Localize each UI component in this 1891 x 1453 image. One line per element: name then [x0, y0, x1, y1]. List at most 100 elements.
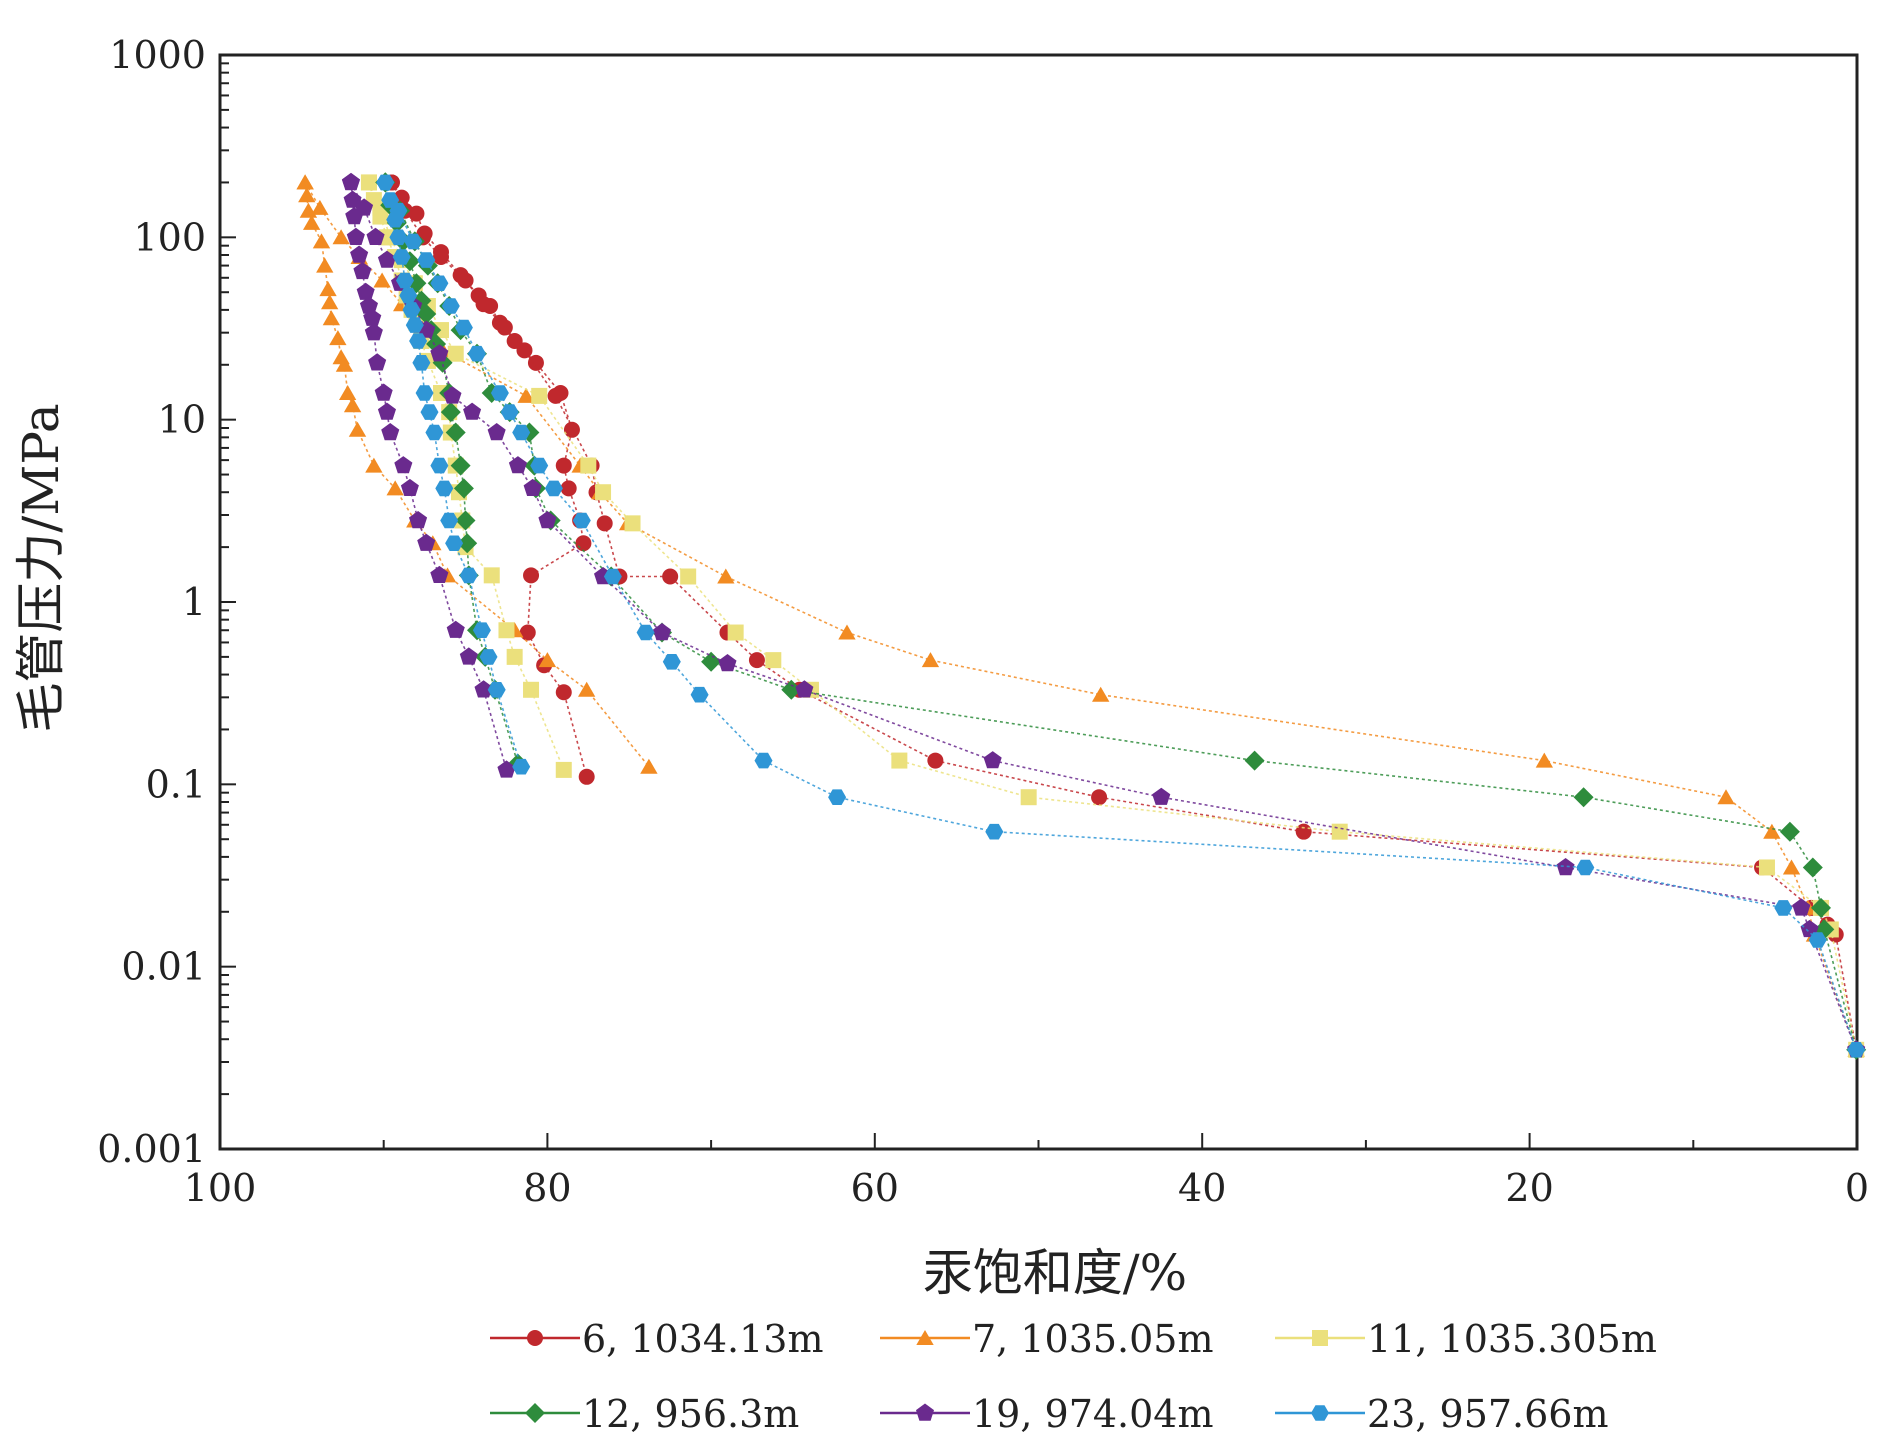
series-3-point — [595, 484, 612, 501]
series-6-point — [402, 302, 421, 318]
series-5-point — [983, 751, 1002, 769]
legend-item: 23, 957.66m — [1275, 1392, 1609, 1436]
series-6-point — [412, 355, 431, 371]
series-6-extrusion-line — [384, 182, 1857, 1051]
series-5-point — [497, 760, 516, 778]
series-3-point — [555, 761, 572, 778]
series-6-point — [376, 174, 395, 191]
series-1-point — [563, 421, 580, 438]
series-2-point — [321, 294, 339, 310]
legend-label: 12, 956.3m — [582, 1392, 799, 1436]
series-3-point — [680, 568, 697, 585]
x-tick-label: 80 — [523, 1166, 571, 1210]
series-5-point — [508, 456, 527, 474]
legend: 6, 1034.13m 7, 1035.05m 11, 1035.305m 12, 9… — [490, 1317, 1657, 1436]
series-5-point — [795, 680, 814, 698]
legend-label: 6, 1034.13m — [582, 1317, 824, 1361]
series-5-point — [366, 227, 385, 245]
legend-label: 23, 957.66m — [1367, 1392, 1609, 1436]
legend-swatch-marker — [916, 1330, 934, 1345]
series-6-point — [512, 424, 531, 441]
series-1-point — [555, 684, 572, 701]
series-5-point — [538, 511, 557, 529]
series-2-point — [343, 397, 362, 413]
series-5-point — [417, 533, 436, 551]
series-6-point — [389, 202, 408, 219]
series-5-point — [1152, 787, 1171, 805]
series-2-point — [296, 174, 314, 190]
legend-item: 19, 974.04m — [880, 1392, 1214, 1436]
series-3-point — [360, 174, 377, 191]
series-1-extrusion-line — [391, 182, 1857, 1050]
series-3-point — [580, 457, 597, 474]
series-5-point — [523, 478, 542, 496]
series-5-point — [363, 308, 382, 326]
axis-ticks — [219, 54, 1858, 1150]
series-1-point — [523, 567, 540, 584]
series-4-point — [445, 422, 466, 443]
series-5-point — [430, 344, 449, 362]
series-3-point — [498, 622, 515, 639]
x-tick-label: 60 — [851, 1166, 899, 1210]
legend-swatch-marker — [916, 1403, 934, 1421]
series-2-point — [921, 652, 940, 668]
series-6-point — [690, 686, 709, 703]
series-5-point — [356, 282, 375, 300]
series-2-point — [329, 330, 347, 346]
series-1-intrusion-line — [391, 181, 588, 778]
legend-swatch-marker — [1311, 1405, 1329, 1421]
series-6-point — [662, 654, 681, 670]
series-1-point — [1295, 823, 1312, 840]
series-2-point — [339, 385, 357, 400]
series-2 — [296, 174, 1865, 1057]
series-5-point — [346, 227, 365, 245]
series-2-point — [717, 568, 735, 584]
series-1-point — [927, 752, 944, 769]
series-1-point — [662, 568, 679, 585]
series-2-point — [386, 480, 404, 496]
legend-swatch-marker — [525, 1403, 545, 1423]
series-2-point — [1535, 752, 1553, 768]
x-tick-label: 20 — [1505, 1166, 1553, 1210]
series-6-point — [636, 624, 655, 641]
series-6-point — [468, 345, 486, 362]
series-4-point — [457, 533, 478, 554]
series-6-point — [454, 319, 473, 336]
series-3-point — [447, 345, 464, 362]
series-5-point — [653, 623, 671, 641]
series-3-point — [891, 752, 908, 769]
series-2-point — [838, 624, 856, 640]
series-4-point — [701, 651, 722, 672]
series-6-point — [404, 233, 423, 250]
series-1-point — [475, 296, 492, 313]
series-5-point — [400, 478, 419, 496]
series-4-point — [453, 478, 474, 499]
series-2-point — [319, 281, 337, 297]
y-tick-label: 0.001 — [97, 1127, 206, 1171]
series-6-point — [985, 823, 1004, 840]
series-4-point — [1573, 787, 1594, 808]
series-6 — [376, 174, 1866, 1058]
series-6-point — [392, 249, 411, 265]
series-5-point — [718, 654, 737, 672]
series-5-point — [463, 402, 482, 420]
series-3-point — [727, 624, 744, 641]
series-1-point — [578, 768, 595, 785]
x-tick-label: 0 — [1845, 1166, 1869, 1210]
legend-item: 12, 956.3m — [490, 1392, 799, 1436]
series-6-point — [435, 480, 454, 497]
series-4-intrusion-line — [384, 182, 519, 764]
series-6-point — [1847, 1042, 1866, 1058]
series-5-point — [487, 423, 506, 441]
plot-frame — [218, 53, 1859, 1151]
series-3-point — [506, 648, 523, 665]
y-tick-label: 100 — [133, 215, 206, 259]
series-2-point — [298, 187, 316, 203]
series-6-point — [572, 512, 591, 529]
series-4-point — [416, 304, 437, 324]
series-6-point — [425, 424, 444, 441]
series-6-intrusion-line — [384, 182, 522, 767]
series-6-point — [409, 333, 428, 349]
series-3-extrusion-line — [368, 182, 1857, 1050]
series-6-point — [430, 457, 449, 474]
